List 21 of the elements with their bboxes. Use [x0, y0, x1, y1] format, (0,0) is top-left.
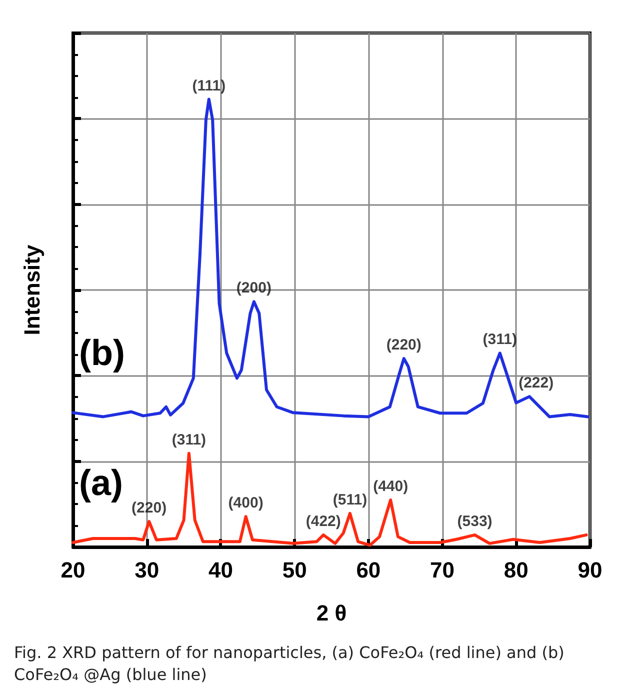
annotation: (422) — [306, 512, 341, 530]
x-tick-label: 30 — [134, 558, 160, 582]
annotation: (533) — [457, 512, 492, 530]
y-axis-title: Intensity — [20, 244, 44, 336]
series-label: (a) — [79, 462, 123, 504]
x-tick-label: 20 — [60, 558, 86, 582]
annotation: (440) — [373, 478, 408, 495]
x-tick-label: 80 — [504, 558, 528, 582]
x-tick-label: 60 — [356, 558, 381, 582]
series-label: (b) — [79, 332, 125, 374]
annotation: (311) — [172, 431, 206, 448]
x-tick-label: 70 — [430, 558, 455, 582]
annotation: (400) — [228, 494, 264, 512]
x-tick-label: 90 — [578, 558, 602, 582]
x-axis-title: 2 θ — [316, 600, 347, 626]
annotation: (511) — [332, 491, 368, 508]
annotation: (222) — [518, 374, 554, 392]
annotation: (220) — [386, 336, 422, 354]
caption: Fig. 2 XRD pattern of for nanoparticles, (a) CoFe₂O₄ (red line) and (b) CoFe₂O₄ @Ag (blue line) — [14, 642, 566, 686]
x-tick-label: 50 — [282, 558, 307, 582]
x-tick-label: 40 — [208, 558, 233, 582]
